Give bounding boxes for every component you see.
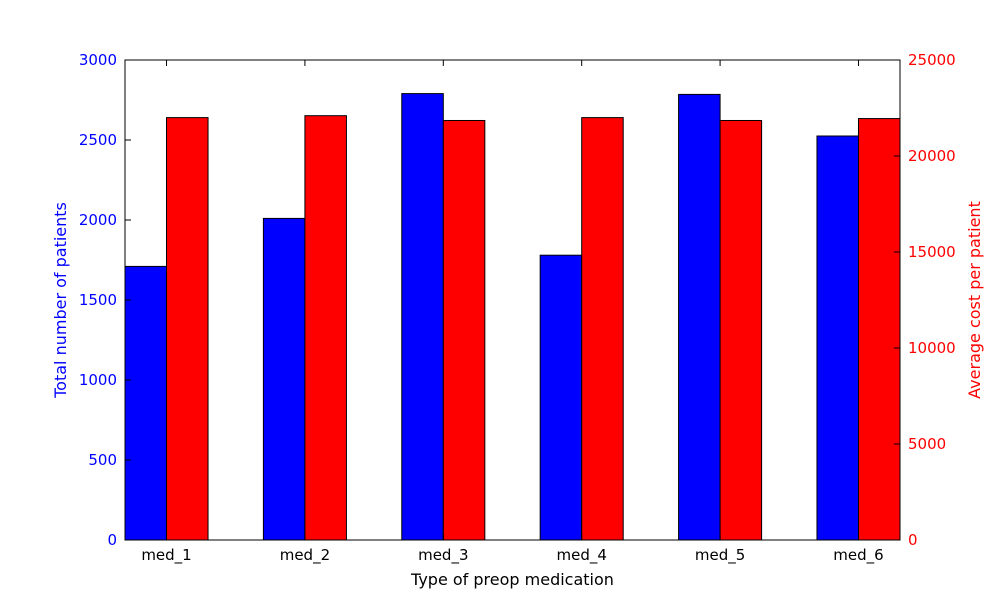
bar-cost-med_2	[304, 115, 347, 541]
x-tick-label: med_3	[418, 546, 468, 565]
x-tick-label: med_4	[556, 546, 606, 565]
bars-layer	[124, 93, 901, 541]
y-left-tick-label: 1500	[79, 291, 117, 309]
y-right-tick-label: 10000	[908, 339, 956, 357]
bar-cost-med_1	[166, 117, 209, 541]
bar-patients-med_6	[816, 135, 859, 541]
y-left-tick-label: 3000	[79, 51, 117, 69]
y-axis-right-label: Average cost per patient	[965, 201, 984, 399]
y-left-tick-label: 2000	[79, 211, 117, 229]
bar-patients-med_3	[401, 93, 444, 541]
bar-patients-med_4	[539, 254, 583, 541]
bar-cost-med_4	[581, 117, 624, 541]
y-right-tick-label: 25000	[908, 51, 956, 69]
bar-patients-med_5	[678, 93, 721, 541]
y-left-tick-label: 500	[88, 451, 117, 469]
bar-patients-med_2	[262, 217, 306, 541]
bar-cost-med_5	[719, 119, 763, 541]
y-left-tick-label: 0	[107, 531, 117, 549]
y-left-tick-label: 1000	[79, 371, 117, 389]
x-tick-label: med_6	[833, 546, 883, 565]
x-tick-label: med_5	[695, 546, 745, 565]
bar-patients-med_1	[124, 265, 168, 541]
y-right-tick-label: 20000	[908, 147, 956, 165]
y-right-tick-label: 0	[908, 531, 918, 549]
bar-cost-med_6	[857, 118, 901, 541]
y-right-tick-label: 5000	[908, 435, 946, 453]
x-tick-label: med_2	[280, 546, 330, 565]
y-right-tick-label: 15000	[908, 243, 956, 261]
ticks-layer: med_1 med_2 med_3 med_4 med_5 med_6 0 500 1000 15…	[79, 51, 956, 565]
bar-cost-med_3	[442, 119, 486, 541]
x-tick-label: med_1	[141, 546, 191, 565]
y-axis-left-label: Total number of patients	[51, 202, 70, 399]
plot-frame	[124, 59, 901, 541]
x-axis-label: Type of preop medication	[410, 570, 614, 589]
y-left-tick-label: 2500	[79, 131, 117, 149]
